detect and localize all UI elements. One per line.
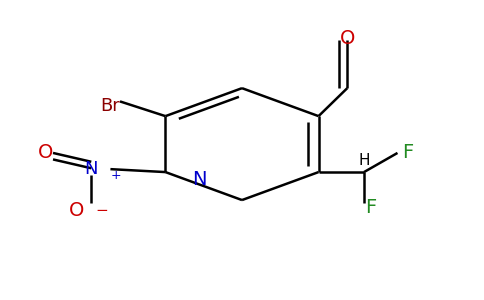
Text: N: N [85, 160, 98, 178]
Text: F: F [365, 198, 377, 217]
Text: −: − [95, 203, 108, 218]
Text: H: H [358, 153, 370, 168]
Text: O: O [340, 28, 355, 48]
Text: +: + [110, 169, 121, 182]
Text: N: N [192, 170, 206, 189]
Text: O: O [69, 201, 85, 220]
Text: O: O [38, 143, 54, 162]
Text: F: F [402, 143, 413, 162]
Text: Br: Br [100, 97, 120, 115]
